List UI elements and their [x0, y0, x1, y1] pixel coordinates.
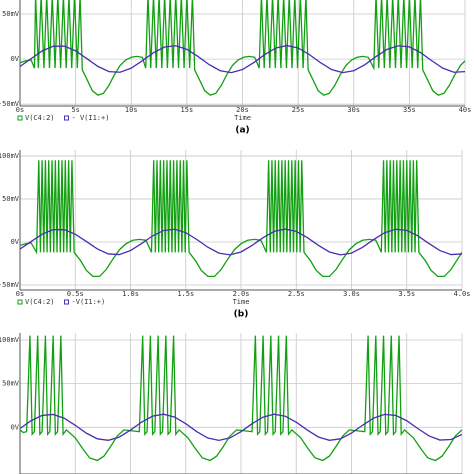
y-tick-label: 100mV	[0, 336, 20, 344]
x-tick-label: 35s	[403, 106, 416, 114]
x-tick-label: 0.5s	[67, 290, 84, 298]
x-axis-title: Time	[234, 114, 251, 122]
legend-label: V(C4:2)	[25, 114, 55, 122]
x-tick-label: 2.5s	[288, 290, 305, 298]
legend-marker	[17, 299, 23, 305]
data-line	[20, 335, 462, 462]
x-tick-label: 1.0s	[122, 290, 139, 298]
data-line	[20, 160, 462, 278]
y-tick-label: -50mV	[0, 100, 20, 108]
x-tick-label: 40s	[459, 106, 472, 114]
x-tick-label: 10s	[125, 106, 138, 114]
panel: 0V 50mV 100mV	[0, 333, 463, 474]
x-tick-label: 20s	[236, 106, 249, 114]
legend-marker	[17, 115, 23, 121]
y-tick-label: 50mV	[2, 380, 20, 388]
legend-marker	[64, 115, 70, 121]
data-line	[20, 0, 465, 96]
data-line	[20, 413, 462, 442]
x-tick-label: 3.0s	[343, 290, 360, 298]
data-line	[20, 228, 462, 256]
y-tick-label: 50mV	[2, 195, 20, 203]
legend-label: V(C4:2)	[25, 298, 55, 306]
x-tick-label: 4.0s	[454, 290, 471, 298]
y-tick-label: 0V	[11, 238, 20, 246]
y-tick-label: 0V	[11, 55, 20, 63]
x-tick-label: 3.5s	[398, 290, 415, 298]
x-tick-label: 15s	[181, 106, 194, 114]
panel: 0s 0.5s 1.0s 1.5s 2.0s 2.5s 3.0s 3.5s 4.0s -50mV 0…	[0, 150, 470, 320]
panel: 0s 5s 10s 15s 20s 25s 30s 35s 40s -50mV 0V 50mV V(C4…	[0, 0, 472, 136]
panel-label: (a)	[235, 126, 249, 136]
legend-label: - V(I1:+)	[72, 114, 110, 122]
x-axis-title: Time	[233, 298, 250, 306]
x-tick-label: 25s	[292, 106, 305, 114]
y-tick-label: 50mV	[2, 10, 20, 18]
y-tick-label: 100mV	[0, 152, 20, 160]
x-tick-label: 5s	[71, 106, 79, 114]
x-tick-label: 2.0s	[233, 290, 250, 298]
x-tick-label: 30s	[347, 106, 360, 114]
data-line	[20, 44, 465, 74]
x-tick-label: 0s	[16, 106, 24, 114]
y-tick-label: 0V	[11, 423, 20, 431]
x-tick-label: 0s	[16, 290, 24, 298]
y-tick-label: -50mV	[0, 281, 20, 289]
panel-label: (b)	[234, 310, 249, 320]
x-tick-label: 1.5s	[177, 290, 194, 298]
legend-label: -V(I1:+)	[72, 298, 106, 306]
legend-marker	[64, 299, 70, 305]
